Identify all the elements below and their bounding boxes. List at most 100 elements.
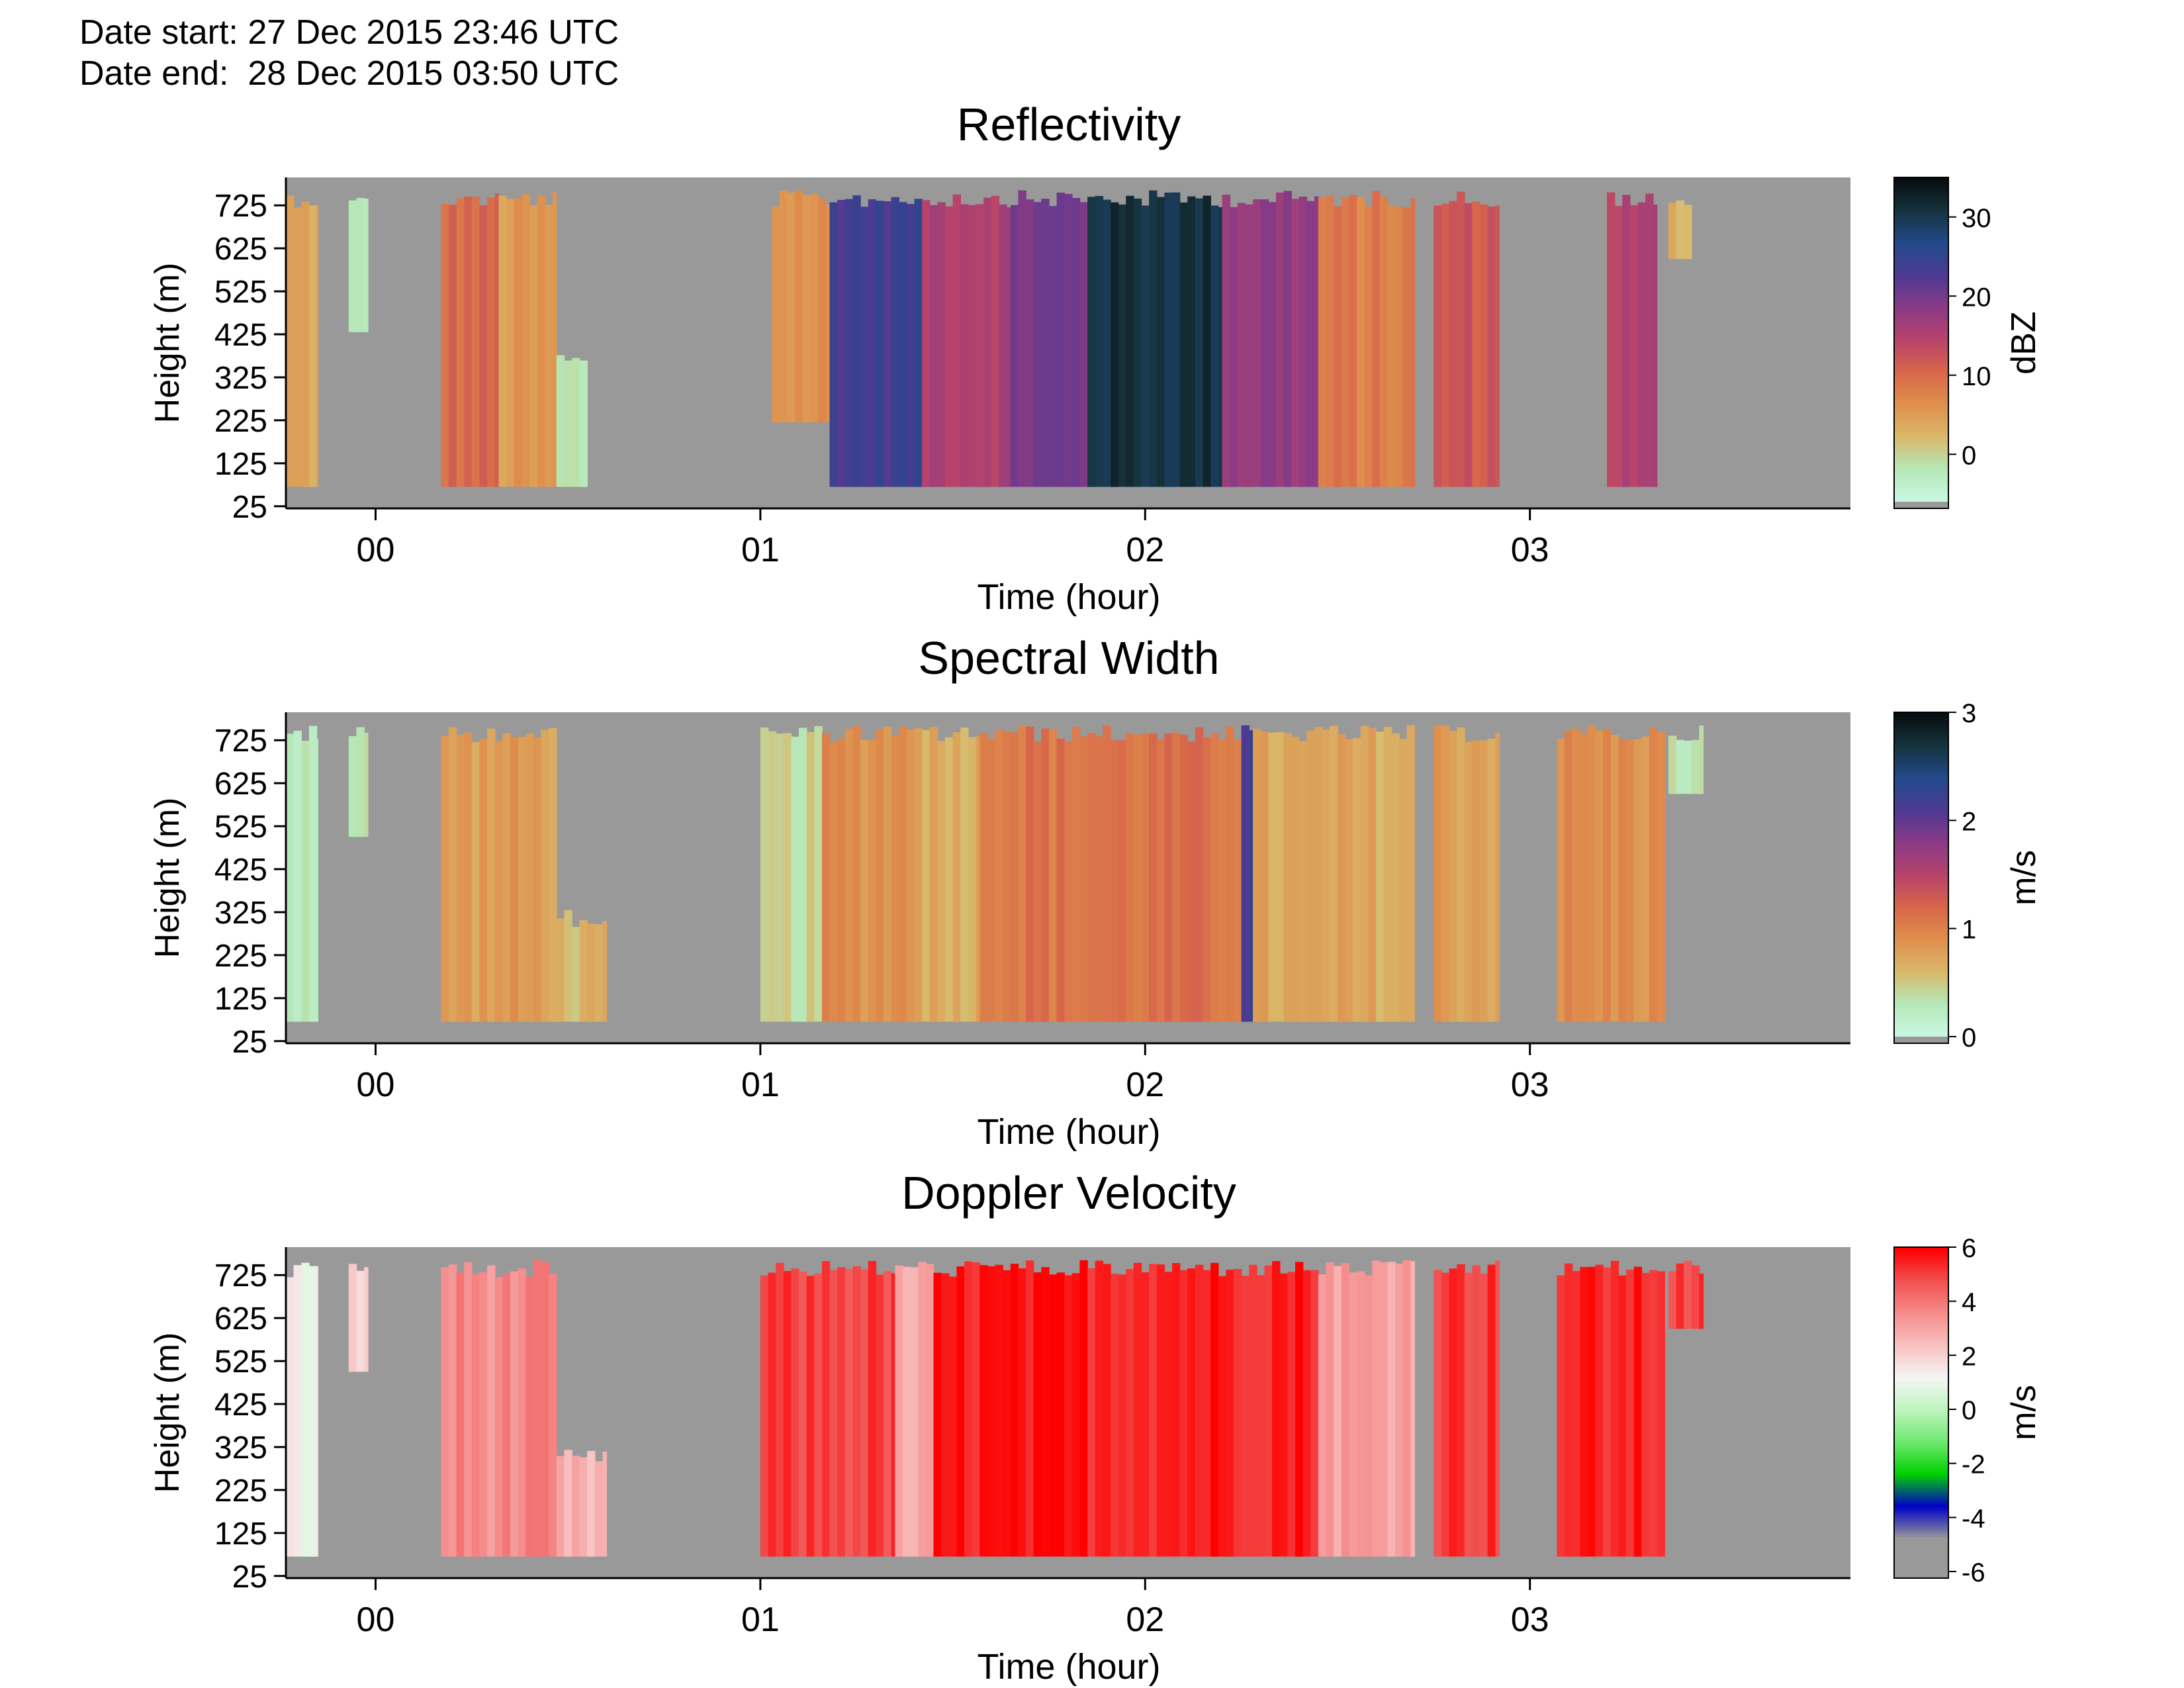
colorbar-step — [1894, 750, 1948, 754]
colorbar-label: m/s — [2005, 850, 2043, 906]
colorbar-step — [1894, 741, 1948, 745]
x-tick-label: 01 — [741, 1066, 780, 1104]
y-tick-label: 125 — [214, 1517, 267, 1552]
echo-strip — [1195, 1264, 1204, 1557]
y-tick-label: 25 — [232, 1560, 267, 1595]
colorbar-step — [1894, 1555, 1948, 1559]
colorbar-step — [1894, 820, 1948, 824]
date-header: Date start: 27 Dec 2015 23:46 UTC Date e… — [79, 12, 619, 94]
echo-strip — [1087, 733, 1096, 1022]
echo-strip — [1310, 1270, 1319, 1557]
echo-strip — [1264, 1265, 1273, 1557]
echo-strip — [976, 736, 981, 1022]
colorbar-step — [1894, 453, 1948, 457]
colorbar-step — [1894, 1398, 1948, 1402]
y-tick-label: 125 — [214, 982, 267, 1017]
echo-strip — [1133, 734, 1142, 1022]
echo-strip — [1064, 1275, 1073, 1557]
colorbar-step — [1894, 1566, 1948, 1570]
echo-strip — [1410, 1261, 1416, 1557]
echo-strip — [883, 726, 892, 1022]
echo-strip — [541, 1262, 549, 1557]
echo-strip — [1472, 1265, 1480, 1557]
echo-strip — [487, 1265, 496, 1557]
colorbar-step — [1894, 739, 1948, 743]
echo-strip — [293, 1265, 302, 1557]
colorbar-step — [1894, 825, 1948, 829]
colorbar-tick-label: 4 — [1962, 1288, 1976, 1317]
colorbar-step — [1894, 1371, 1948, 1375]
echo-strip — [1314, 727, 1323, 1022]
echo-strip — [1126, 733, 1134, 1022]
colorbar-step — [1894, 1293, 1948, 1297]
colorbar-step — [1894, 1347, 1948, 1350]
echo-strip — [1330, 726, 1338, 1022]
echo-strip — [1645, 193, 1654, 487]
spectral-width-panel: Spectral Width 2512522532542552562572500… — [148, 632, 2043, 1152]
echo-strip — [1372, 191, 1381, 487]
colorbar-step — [1894, 1390, 1948, 1394]
echo-strip — [1256, 1275, 1265, 1557]
colorbar-step — [1894, 1368, 1948, 1372]
echo-strip — [1095, 1260, 1104, 1557]
echo-strip — [552, 192, 557, 487]
echo-strip — [448, 727, 457, 1022]
echo-strip — [549, 727, 557, 1022]
colorbar-step — [1894, 861, 1948, 865]
echo-strip — [1156, 197, 1165, 487]
colorbar-step — [1894, 310, 1948, 313]
echo-strip — [1357, 1271, 1365, 1557]
colorbar-step — [1894, 769, 1948, 773]
colorbar-step — [1894, 375, 1948, 378]
colorbar-step — [1894, 410, 1948, 414]
echo-strip — [1237, 203, 1246, 487]
echo-strip — [301, 202, 310, 487]
echo-strip — [1156, 739, 1165, 1022]
echo-strip — [1245, 204, 1253, 487]
colorbar-step — [1894, 1530, 1948, 1534]
echo-strip — [471, 1274, 480, 1557]
echo-strip — [960, 204, 969, 487]
echo-strip — [876, 1274, 884, 1557]
x-tick-label: 02 — [1126, 531, 1164, 569]
colorbar-step — [1894, 1509, 1948, 1513]
echo-strip — [1387, 205, 1396, 487]
colorbar-step — [1894, 771, 1948, 775]
colorbar-step — [1894, 885, 1948, 889]
echo-strip — [602, 1451, 608, 1557]
colorbar-step — [1894, 353, 1948, 357]
echo-strip — [1071, 198, 1081, 487]
echo-strip — [1626, 1270, 1635, 1557]
echo-strip — [1179, 735, 1188, 1022]
echo-strip — [1668, 203, 1677, 259]
echo-strip — [1402, 207, 1412, 487]
colorbar-step — [1894, 1001, 1948, 1005]
colorbar-step — [1894, 226, 1948, 230]
colorbar-step — [1894, 1515, 1948, 1519]
colorbar-step — [1894, 293, 1948, 297]
echo-strip — [1341, 197, 1350, 487]
echo-strip — [487, 197, 496, 487]
echo-strip — [999, 204, 1007, 487]
echo-strip — [1668, 1271, 1677, 1329]
echo-strip — [286, 195, 295, 487]
colorbar-step — [1894, 393, 1948, 397]
echo-strip — [1495, 732, 1500, 1022]
echo-strip — [502, 733, 511, 1022]
echo-strip — [922, 729, 931, 1022]
echo-strip — [1276, 193, 1285, 487]
colorbar-step — [1894, 1438, 1948, 1442]
colorbar-step — [1894, 401, 1948, 405]
echo-strip — [1364, 206, 1373, 487]
colorbar-step — [1894, 1336, 1948, 1340]
colorbar-step — [1894, 1250, 1948, 1253]
echo-strip — [348, 736, 357, 837]
colorbar-step — [1894, 1306, 1948, 1310]
echo-strip — [1003, 731, 1011, 1022]
echo-strip — [1241, 1276, 1250, 1557]
y-tick-label: 425 — [214, 853, 267, 888]
echo-strip — [1457, 191, 1465, 487]
echo-strip — [1302, 1270, 1312, 1557]
colorbar-step — [1894, 755, 1948, 759]
